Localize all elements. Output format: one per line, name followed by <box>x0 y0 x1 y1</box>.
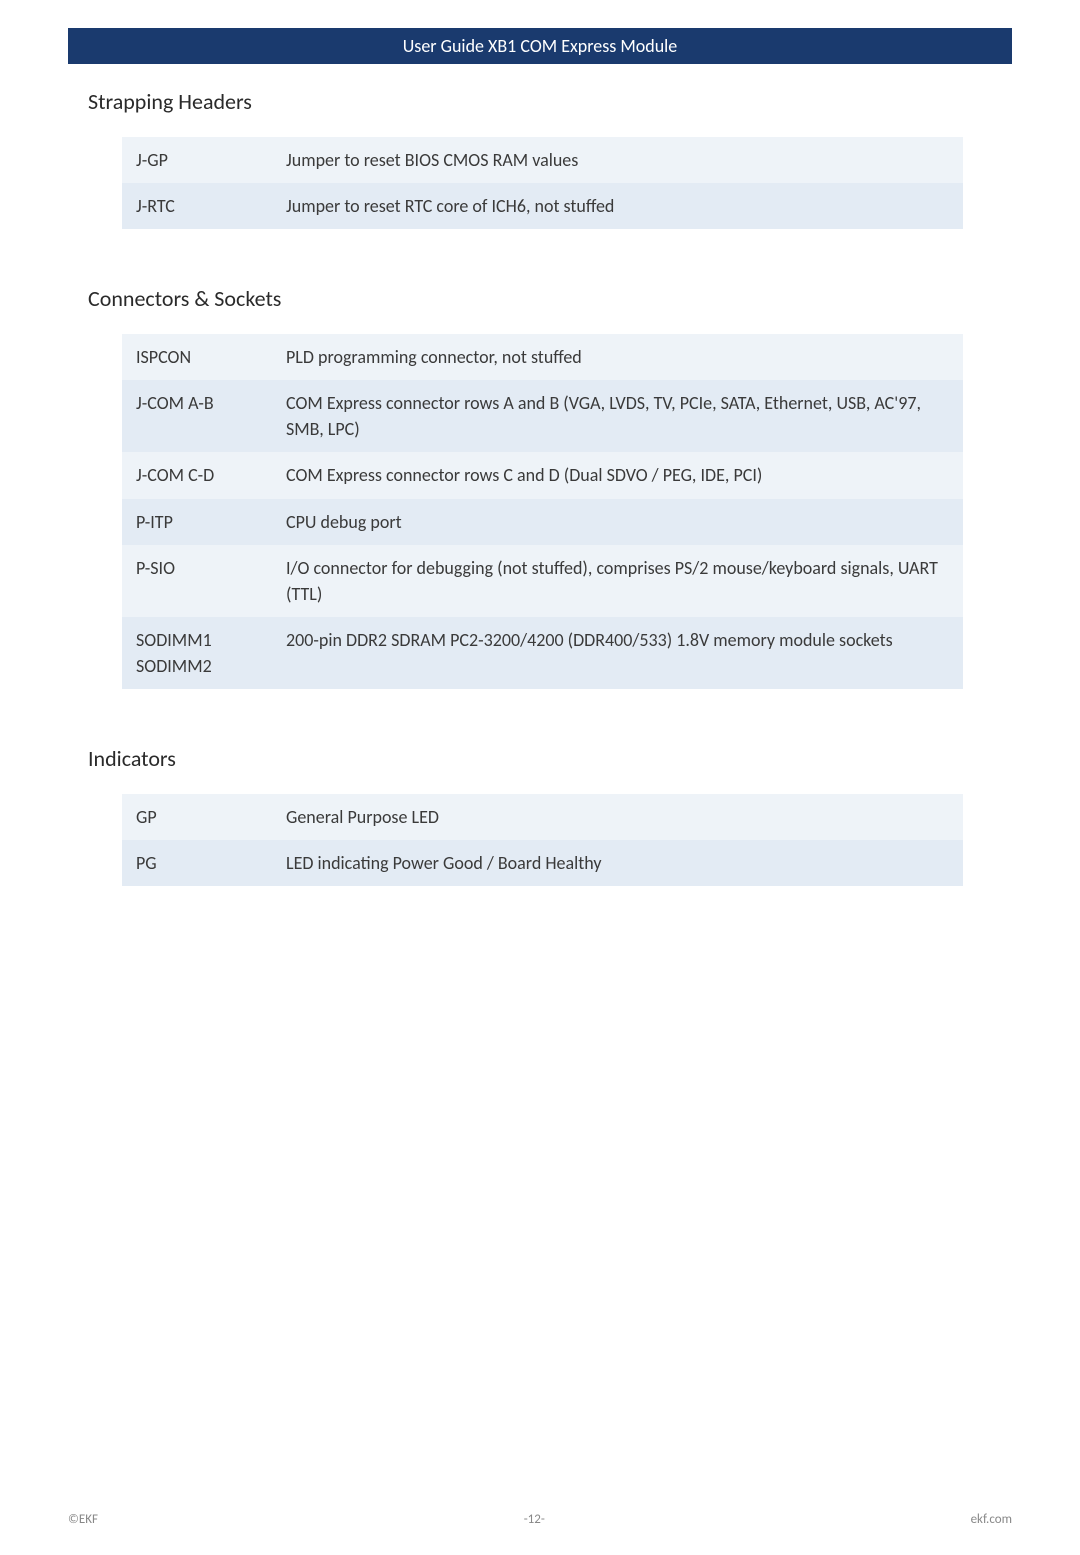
cell-key: J-RTC <box>122 183 272 229</box>
section-heading-strapping: Strapping Headers <box>88 88 992 115</box>
table-row: P-SIO I/O connector for debugging (not s… <box>122 545 963 617</box>
table-row: J-COM A-B COM Express connector rows A a… <box>122 380 963 452</box>
table-strapping: J-GP Jumper to reset BIOS CMOS RAM value… <box>122 137 963 229</box>
footer: ©EKF -12- ekf.com <box>68 1512 1012 1527</box>
cell-val: LED indicating Power Good / Board Health… <box>272 840 963 886</box>
header-bar: User Guide XB1 COM Express Module <box>68 28 1012 64</box>
cell-key: P-ITP <box>122 499 272 545</box>
footer-center: -12- <box>524 1512 545 1527</box>
cell-val: Jumper to reset RTC core of ICH6, not st… <box>272 183 963 229</box>
cell-val: Jumper to reset BIOS CMOS RAM values <box>272 137 963 183</box>
cell-key: GP <box>122 794 272 840</box>
section-heading-indicators: Indicators <box>88 745 992 772</box>
table-row: SODIMM1 SODIMM2 200-pin DDR2 SDRAM PC2-3… <box>122 617 963 689</box>
table-row: PG LED indicating Power Good / Board Hea… <box>122 840 963 886</box>
footer-left: ©EKF <box>68 1512 98 1527</box>
table-row: J-GP Jumper to reset BIOS CMOS RAM value… <box>122 137 963 183</box>
cell-key: J-COM C-D <box>122 452 272 498</box>
table-row: GP General Purpose LED <box>122 794 963 840</box>
table-indicators: GP General Purpose LED PG LED indicating… <box>122 794 963 886</box>
cell-key: PG <box>122 840 272 886</box>
cell-key: P-SIO <box>122 545 272 617</box>
section-heading-connectors: Connectors & Sockets <box>88 285 992 312</box>
page-content: Strapping Headers J-GP Jumper to reset B… <box>0 88 1080 886</box>
header-title: User Guide XB1 COM Express Module <box>403 35 678 57</box>
cell-val: General Purpose LED <box>272 794 963 840</box>
table-row: P-ITP CPU debug port <box>122 499 963 545</box>
cell-key: ISPCON <box>122 334 272 380</box>
cell-val: 200-pin DDR2 SDRAM PC2-3200/4200 (DDR400… <box>272 617 963 689</box>
table-row: ISPCON PLD programming connector, not st… <box>122 334 963 380</box>
cell-val: COM Express connector rows C and D (Dual… <box>272 452 963 498</box>
footer-right: ekf.com <box>971 1512 1012 1527</box>
cell-val: COM Express connector rows A and B (VGA,… <box>272 380 963 452</box>
cell-val: CPU debug port <box>272 499 963 545</box>
cell-key: SODIMM1 SODIMM2 <box>122 617 272 689</box>
cell-key: J-GP <box>122 137 272 183</box>
cell-val: I/O connector for debugging (not stuffed… <box>272 545 963 617</box>
table-row: J-COM C-D COM Express connector rows C a… <box>122 452 963 498</box>
cell-key: J-COM A-B <box>122 380 272 452</box>
cell-val: PLD programming connector, not stuffed <box>272 334 963 380</box>
table-connectors: ISPCON PLD programming connector, not st… <box>122 334 963 689</box>
table-row: J-RTC Jumper to reset RTC core of ICH6, … <box>122 183 963 229</box>
